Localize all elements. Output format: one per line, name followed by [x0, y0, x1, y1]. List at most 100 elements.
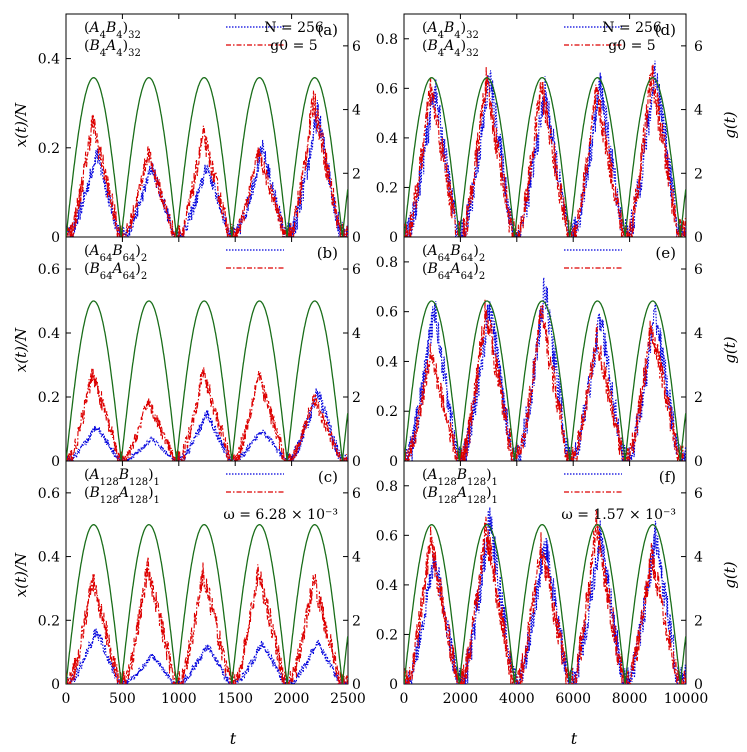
y2-tick-label: 4	[352, 326, 361, 342]
g-curve-line	[404, 524, 686, 684]
y2-tick-label: 2	[694, 613, 703, 629]
legend-label: (B4A4)32	[84, 38, 141, 59]
y-left-label-top: x(t)/N	[12, 102, 30, 147]
y-tick-label: 0.6	[376, 81, 398, 97]
y2-tick-label: 0	[352, 230, 361, 246]
x-tick-label: 0	[62, 691, 71, 707]
y-tick-label: 0.6	[38, 262, 60, 278]
legend-label: (A128B128)1	[84, 467, 160, 488]
series-ba-line	[66, 556, 348, 684]
y2-tick-label: 0	[352, 454, 361, 470]
series-ab-line	[404, 507, 686, 684]
plot-area	[404, 277, 686, 461]
y-tick-label: 0.2	[376, 180, 398, 196]
legend-label: (A128B128)1	[422, 467, 498, 488]
legend-extra-text: N = 256	[264, 20, 324, 36]
x-tick-label: 2000	[443, 691, 479, 707]
y-tick-label: 0.4	[376, 131, 398, 147]
g-curve-line	[66, 300, 348, 461]
legend-label: (A64B64)2	[422, 243, 485, 264]
y-tick-label: 0.2	[376, 404, 398, 420]
y2-tick-label: 6	[352, 39, 361, 55]
series-ba-line	[404, 299, 686, 461]
panel-e: 0 0.2 0.4 0.6 0.8 0 2 4 6 (e) (A64B64)2(B64A64)2	[376, 236, 703, 470]
y2-tick-label: 0	[352, 677, 361, 693]
panel-d: 0 0.2 0.4 0.6 0.8 0 2 4 6 (d) (A4B4)32(B4A4)32 N = …	[376, 13, 703, 246]
series-ba-line	[404, 510, 686, 684]
y-tick-label: 0.4	[38, 52, 60, 68]
x-tick-label: 1500	[217, 691, 253, 707]
panel-f: 0 0.2 0.4 0.6 0.8 0 2 4 6 0 2000 4000 6000 8000 10000 (…	[376, 460, 709, 707]
y2-tick-label: 0	[694, 454, 703, 470]
y2-tick-label: 6	[352, 486, 361, 502]
panel-letter: (f)	[659, 468, 676, 486]
panel-letter: (d)	[655, 21, 676, 39]
x-tick-label: 1000	[161, 691, 197, 707]
y-tick-label: 0.8	[376, 479, 398, 495]
y-tick-label: 0	[389, 454, 398, 470]
series-ab-line	[66, 628, 348, 684]
y-tick-label: 0.6	[376, 305, 398, 321]
panel-frame	[65, 460, 349, 685]
y2-tick-label: 0	[694, 677, 703, 693]
y2-tick-label: 2	[694, 166, 703, 182]
legend-extra-text: ω = 6.28 × 10⁻³	[223, 507, 338, 523]
y-left-label-mid: x(t)/N	[12, 327, 30, 372]
series-ba-line	[66, 367, 348, 461]
y-tick-label: 0.4	[376, 354, 398, 370]
y-tick-label: 0	[51, 454, 60, 470]
legend-label: (B4A4)32	[422, 38, 479, 59]
y-tick-label: 0.2	[376, 627, 398, 643]
y-tick-label: 0.4	[38, 550, 60, 566]
y2-tick-label: 4	[694, 103, 703, 119]
y2-tick-label: 6	[352, 262, 361, 278]
g-curve-line	[66, 524, 348, 684]
y-tick-label: 0	[51, 677, 60, 693]
y-tick-label: 0.6	[376, 528, 398, 544]
y2-tick-label: 6	[694, 486, 703, 502]
legend-extra-text: ω = 1.57 × 10⁻³	[561, 507, 676, 523]
legend-label: (B128A128)1	[84, 485, 160, 506]
g-curve-line	[66, 77, 348, 237]
y-right-label-bot: g(t)	[721, 561, 739, 588]
legend-extra-text: g0 = 5	[608, 38, 655, 54]
legend-extra-text: g0 = 5	[270, 38, 317, 54]
y-tick-label: 0.4	[38, 326, 60, 342]
y-right-label-mid: g(t)	[721, 336, 739, 363]
y2-tick-label: 4	[694, 550, 703, 566]
y2-tick-label: 2	[352, 613, 361, 629]
x-tick-label: 4000	[499, 691, 535, 707]
y2-tick-label: 4	[694, 326, 703, 342]
g-curve-line	[404, 300, 686, 461]
panel-frame	[403, 460, 687, 685]
panel-letter: (e)	[655, 244, 676, 262]
y2-tick-label: 6	[694, 262, 703, 278]
legend-label: (B64A64)2	[84, 261, 147, 282]
y2-tick-label: 0	[694, 230, 703, 246]
legend-label: (A4B4)32	[84, 20, 141, 41]
x-label-left: t	[230, 729, 237, 747]
y-tick-label: 0.2	[38, 141, 60, 157]
x-label-right: t	[571, 729, 578, 747]
y-tick-label: 0	[389, 677, 398, 693]
y-right-label-top: g(t)	[721, 111, 739, 138]
series-ba-line	[404, 64, 686, 237]
x-tick-label: 10000	[664, 691, 709, 707]
plot-area	[404, 60, 686, 237]
panel-c: 0 0.2 0.4 0.6 0 2 4 6 0 500 1000 1500 2000 2500 (c) (A1…	[38, 460, 366, 707]
y2-tick-label: 2	[694, 390, 703, 406]
y-tick-label: 0.8	[376, 32, 398, 48]
y-tick-label: 0	[389, 230, 398, 246]
x-tick-label: 500	[109, 691, 136, 707]
y2-tick-label: 4	[352, 550, 361, 566]
plot-area	[66, 77, 348, 237]
panel-letter: (a)	[317, 21, 338, 39]
y-tick-label: 0.2	[38, 613, 60, 629]
series-ab-line	[66, 388, 348, 461]
legend-label: (B64A64)2	[422, 261, 485, 282]
x-tick-label: 0	[400, 691, 409, 707]
x-tick-label: 2500	[330, 691, 366, 707]
y-tick-label: 0.4	[376, 578, 398, 594]
